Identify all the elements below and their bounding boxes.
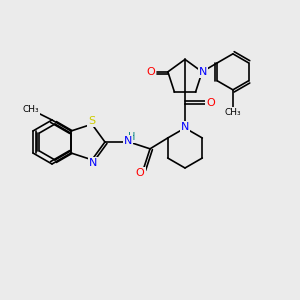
Text: N: N	[181, 122, 189, 132]
Text: N: N	[89, 158, 97, 168]
Text: H: H	[128, 132, 136, 142]
Text: O: O	[206, 98, 215, 108]
Text: O: O	[146, 67, 155, 77]
Text: O: O	[136, 168, 145, 178]
Text: S: S	[88, 116, 95, 126]
Text: CH₃: CH₃	[23, 106, 39, 115]
Text: CH₃: CH₃	[225, 108, 241, 117]
Text: N: N	[199, 67, 207, 77]
Text: N: N	[124, 136, 132, 146]
